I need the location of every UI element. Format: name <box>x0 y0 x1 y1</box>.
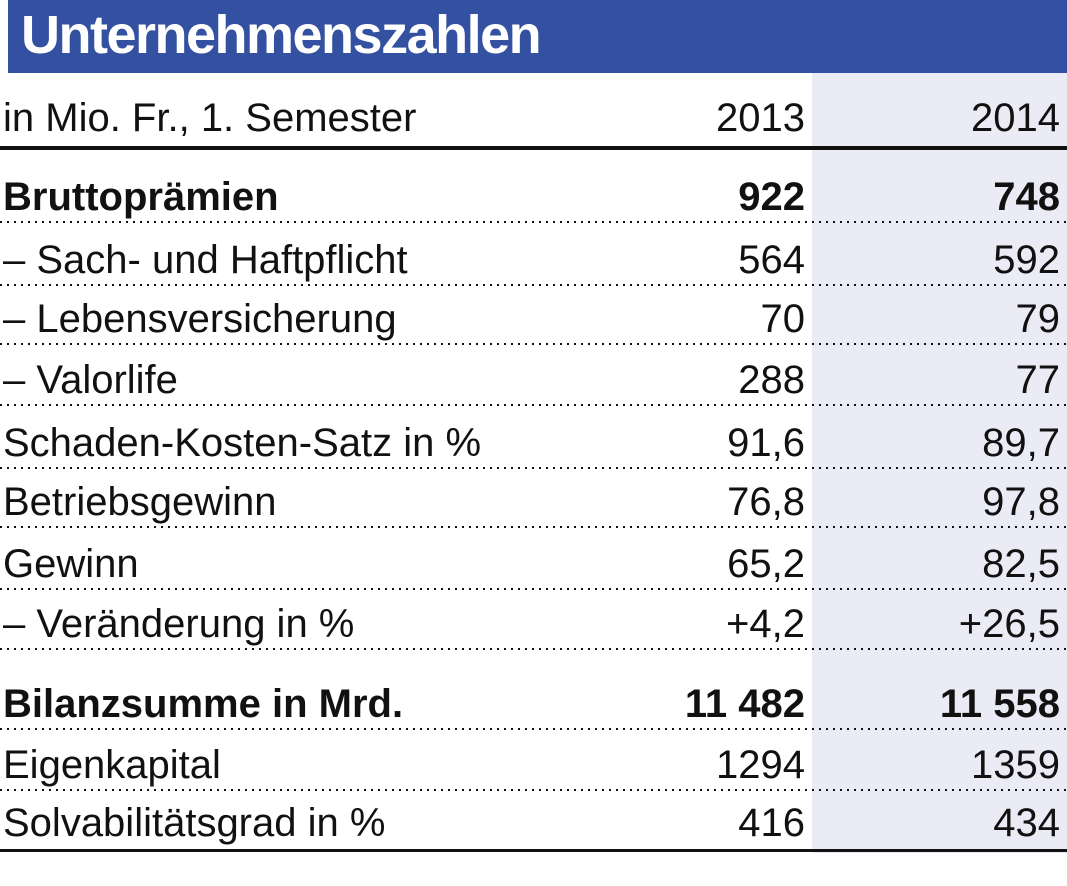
row-label: Betriebsgewinn <box>3 480 277 524</box>
value-2013: 65,2 <box>727 542 805 586</box>
row-label: Bruttoprämien <box>3 175 279 219</box>
row-label: Bilanzsumme in Mrd. <box>3 682 404 726</box>
value-2014: 748 <box>993 175 1060 219</box>
row-label: – Valorlife <box>3 358 178 402</box>
value-2014: 79 <box>1015 297 1061 341</box>
figures-table: in Mio. Fr., 1. Semester 2013 2014 Brutt… <box>0 73 1067 853</box>
value-2013: 91,6 <box>727 421 805 465</box>
value-2014: 82,5 <box>982 542 1060 586</box>
table-row: Eigenkapital 1294 1359 <box>0 730 1067 791</box>
value-2014: 89,7 <box>982 421 1060 465</box>
table-row: Betriebsgewinn 76,8 97,8 <box>0 469 1067 528</box>
table-row: Schaden-Kosten-Satz in % 91,6 89,7 <box>0 406 1067 469</box>
value-2013: +4,2 <box>726 602 805 646</box>
table-row: – Valorlife 288 77 <box>0 345 1067 406</box>
value-2013: 1294 <box>716 743 805 787</box>
value-2014: 592 <box>993 238 1060 282</box>
page-title: Unternehmenszahlen <box>21 4 542 65</box>
table-row: Solvabilitätsgrad in % 416 434 <box>0 791 1067 852</box>
value-2014: 77 <box>1015 358 1061 402</box>
value-2013: 11 482 <box>684 682 805 726</box>
table-row: Gewinn 65,2 82,5 <box>0 528 1067 590</box>
row-label: – Lebensversicherung <box>3 297 397 341</box>
row-label: – Veränderung in % <box>3 602 355 646</box>
table-row: – Sach- und Haftpflicht 564 592 <box>0 223 1067 286</box>
row-label: Gewinn <box>3 542 139 586</box>
row-label: Solvabilitätsgrad in % <box>3 801 386 845</box>
column-header-2013: 2013 <box>716 96 805 140</box>
row-label: – Sach- und Haftpflicht <box>3 238 408 282</box>
table-row: Bilanzsumme in Mrd. 11 482 11 558 <box>0 650 1067 730</box>
table-row: Bruttoprämien 922 748 <box>0 150 1067 223</box>
value-2013: 416 <box>738 801 805 845</box>
table-row: – Veränderung in % +4,2 +26,5 <box>0 590 1067 650</box>
table-row: – Lebensversicherung 70 79 <box>0 286 1067 345</box>
value-2013: 70 <box>760 297 806 341</box>
row-label: Schaden-Kosten-Satz in % <box>3 421 482 465</box>
table-header-row: in Mio. Fr., 1. Semester 2013 2014 <box>0 73 1067 150</box>
value-2014: 1359 <box>971 743 1060 787</box>
value-2013: 564 <box>738 238 805 282</box>
row-label: Eigenkapital <box>3 743 221 787</box>
value-2014: +26,5 <box>958 602 1060 646</box>
title-bar: Unternehmenszahlen <box>8 0 1067 73</box>
unit-label: in Mio. Fr., 1. Semester <box>3 96 417 140</box>
value-2014: 11 558 <box>939 682 1060 726</box>
value-2013: 922 <box>738 175 805 219</box>
column-header-2014: 2014 <box>971 96 1060 140</box>
value-2013: 288 <box>738 358 805 402</box>
value-2014: 434 <box>993 801 1060 845</box>
value-2013: 76,8 <box>727 480 805 524</box>
value-2014: 97,8 <box>982 480 1060 524</box>
